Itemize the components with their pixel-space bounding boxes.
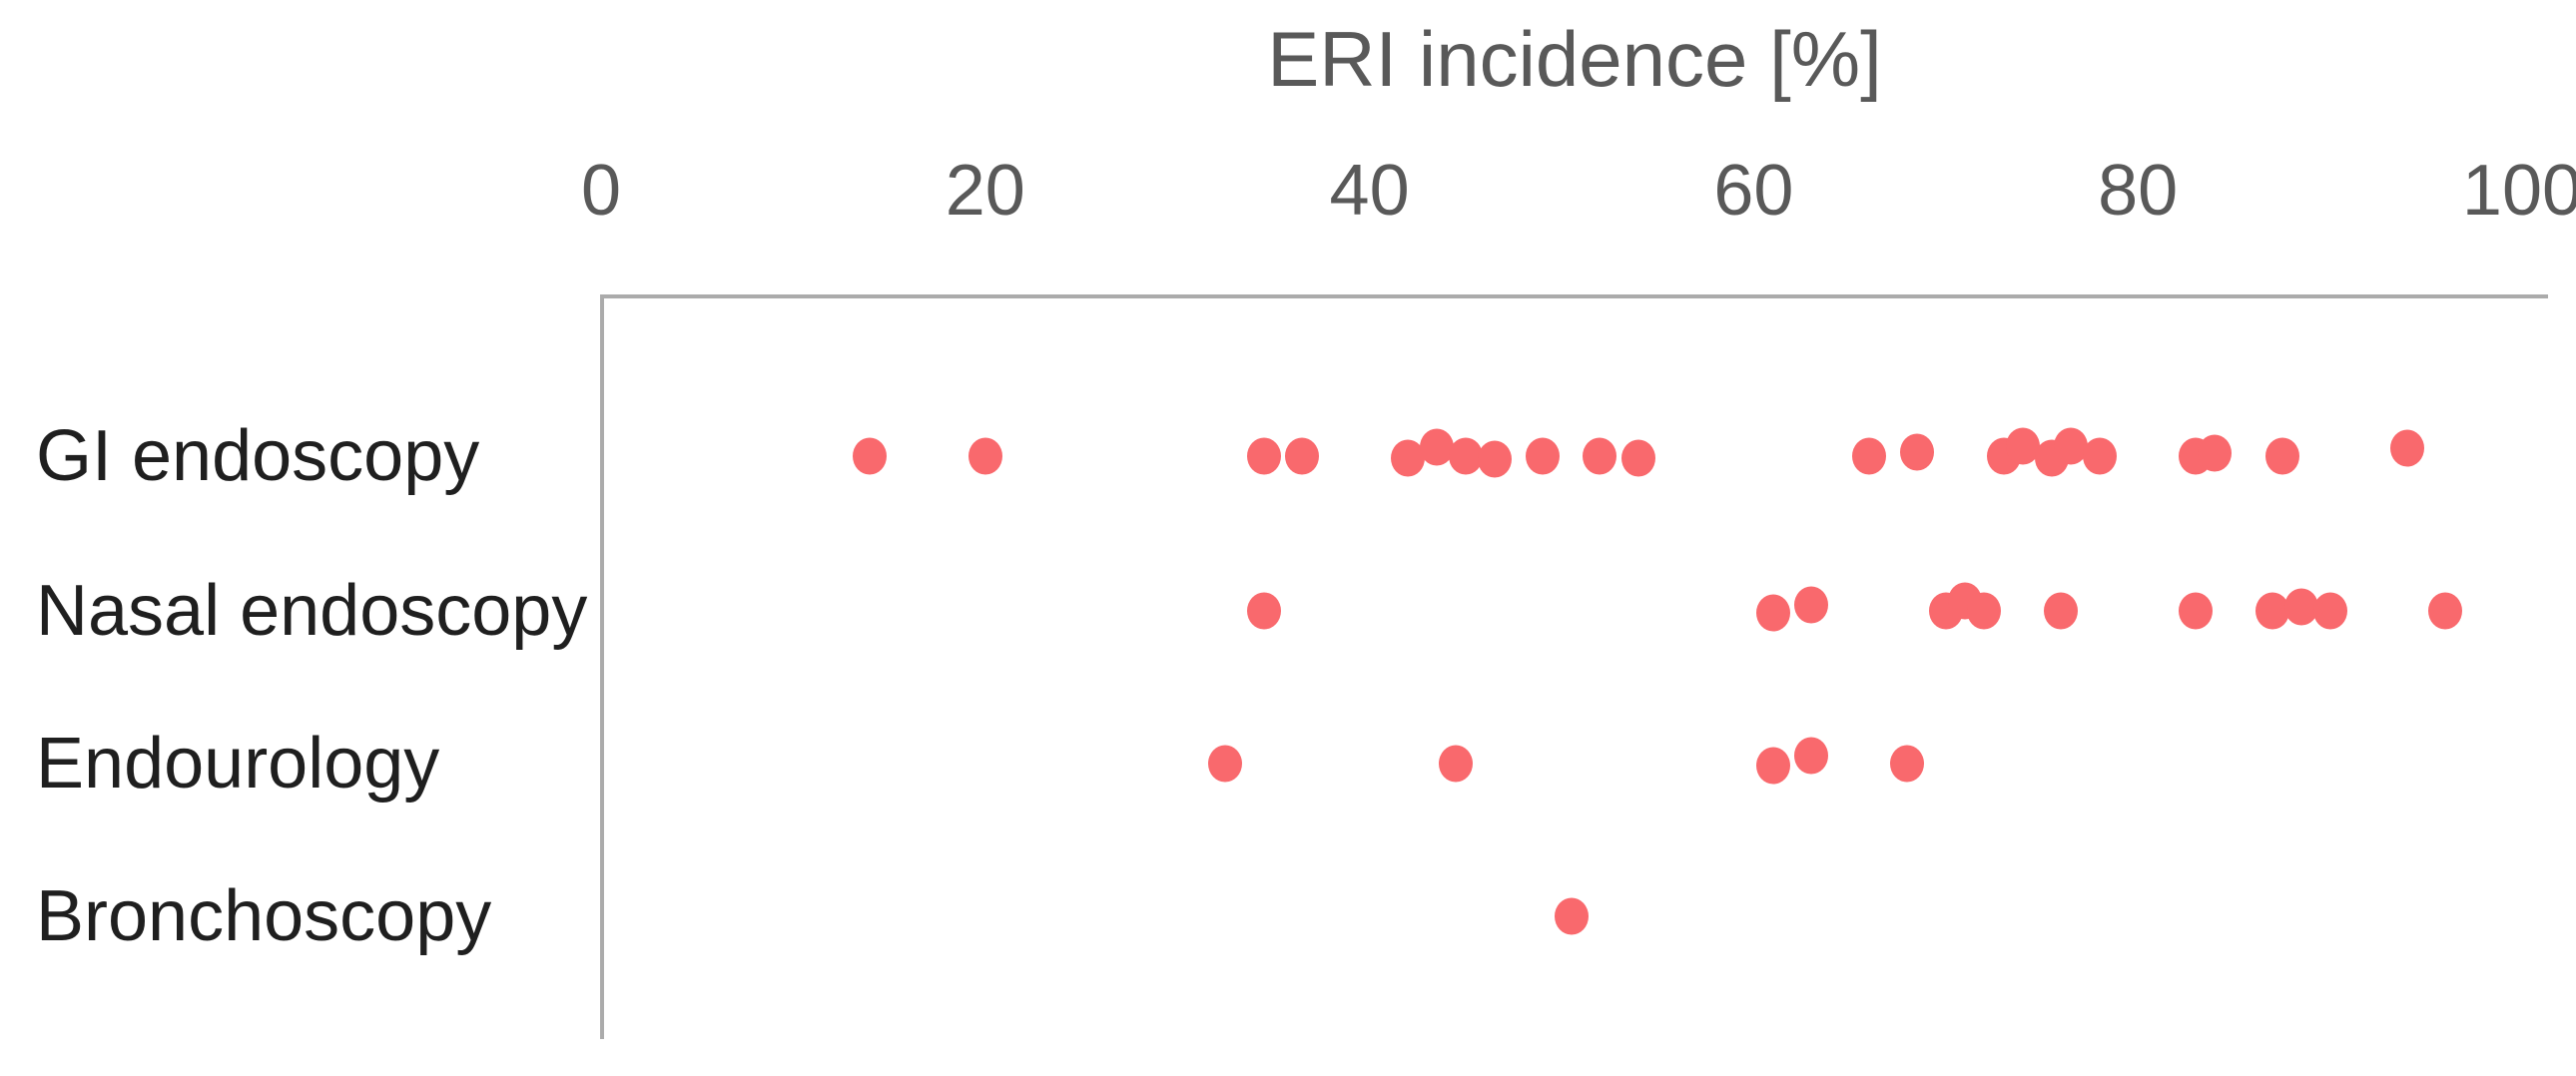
category-label-gi-endoscopy: GI endoscopy (36, 416, 480, 496)
x-tick-label-20: 20 (945, 151, 1025, 231)
x-tick-label-40: 40 (1329, 151, 1410, 231)
data-point (2428, 592, 2463, 630)
data-point (1851, 437, 1886, 475)
data-point (2198, 434, 2233, 472)
data-point (2082, 437, 2117, 475)
x-axis-line (601, 294, 2548, 298)
category-label-nasal-endoscopy: Nasal endoscopy (36, 571, 588, 651)
data-point (2312, 592, 2347, 630)
x-tick-label-80: 80 (2098, 151, 2179, 231)
data-point (1794, 586, 1829, 624)
x-tick-label-60: 60 (1713, 151, 1794, 231)
data-point (1554, 897, 1589, 935)
data-point (2283, 588, 2318, 626)
data-point (2005, 427, 2040, 465)
data-point (2254, 592, 2289, 630)
data-point (1477, 440, 1512, 478)
data-point (967, 437, 1002, 475)
data-point (2053, 427, 2088, 465)
data-point (1208, 745, 1243, 783)
data-point (1285, 437, 1320, 475)
data-point (1755, 747, 1790, 785)
data-point (1583, 437, 1617, 475)
data-point (1794, 737, 1829, 775)
data-point (1246, 437, 1281, 475)
data-point (1391, 439, 1426, 477)
x-tick-label-100: 100 (2461, 151, 2576, 231)
data-point (1620, 439, 1655, 477)
data-point (1439, 745, 1474, 783)
data-point (2178, 592, 2213, 630)
x-tick-label-0: 0 (580, 151, 622, 231)
category-label-endourology: Endourology (36, 724, 440, 804)
data-point (2264, 437, 2299, 475)
chart-title: ERI incidence [%] (1267, 15, 1882, 103)
category-label-bronchoscopy: Bronchoscopy (36, 876, 492, 956)
data-point (1419, 428, 1454, 466)
y-axis-line (600, 294, 604, 1039)
data-point (1899, 433, 1934, 471)
data-point (2389, 429, 2424, 467)
data-point (1448, 437, 1483, 475)
data-point (853, 437, 888, 475)
data-point (2044, 592, 2079, 630)
data-point (1755, 594, 1790, 632)
data-point (1967, 592, 2002, 630)
data-point (1246, 592, 1281, 630)
data-point (1890, 745, 1925, 783)
data-point (1525, 437, 1560, 475)
